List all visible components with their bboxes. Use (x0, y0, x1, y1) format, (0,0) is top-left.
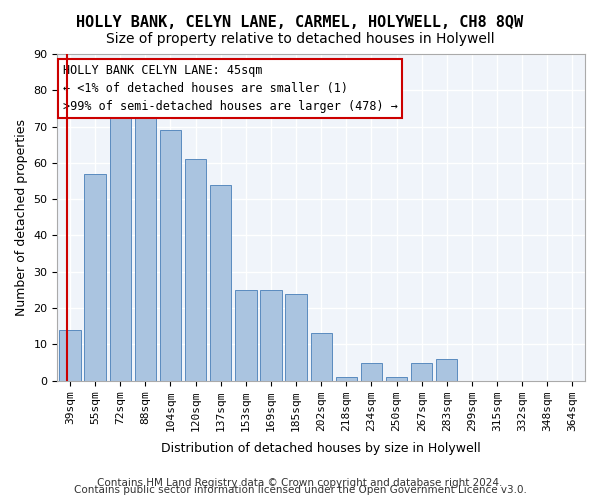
Bar (59, 330, 80, 380)
X-axis label: Distribution of detached houses by size in Holywell: Distribution of detached houses by size … (161, 442, 481, 455)
Bar (386, 377, 407, 380)
Bar (85, 174, 106, 380)
Text: Contains HM Land Registry data © Crown copyright and database right 2024.: Contains HM Land Registry data © Crown c… (97, 478, 503, 488)
Bar (335, 377, 357, 380)
Text: Size of property relative to detached houses in Holywell: Size of property relative to detached ho… (106, 32, 494, 46)
Text: HOLLY BANK CELYN LANE: 45sqm
← <1% of detached houses are smaller (1)
>99% of se: HOLLY BANK CELYN LANE: 45sqm ← <1% of de… (62, 64, 398, 113)
Bar (134, 116, 156, 380)
Bar (210, 184, 232, 380)
Bar (235, 290, 257, 380)
Text: HOLLY BANK, CELYN LANE, CARMEL, HOLYWELL, CH8 8QW: HOLLY BANK, CELYN LANE, CARMEL, HOLYWELL… (76, 15, 524, 30)
Bar (361, 362, 382, 380)
Bar (286, 294, 307, 380)
Bar (185, 160, 206, 380)
Bar (311, 334, 332, 380)
Bar (110, 116, 131, 380)
Bar (436, 359, 457, 380)
Bar (411, 362, 433, 380)
Bar (260, 290, 281, 380)
Bar (160, 130, 181, 380)
Text: Contains public sector information licensed under the Open Government Licence v3: Contains public sector information licen… (74, 485, 526, 495)
Y-axis label: Number of detached properties: Number of detached properties (15, 119, 28, 316)
